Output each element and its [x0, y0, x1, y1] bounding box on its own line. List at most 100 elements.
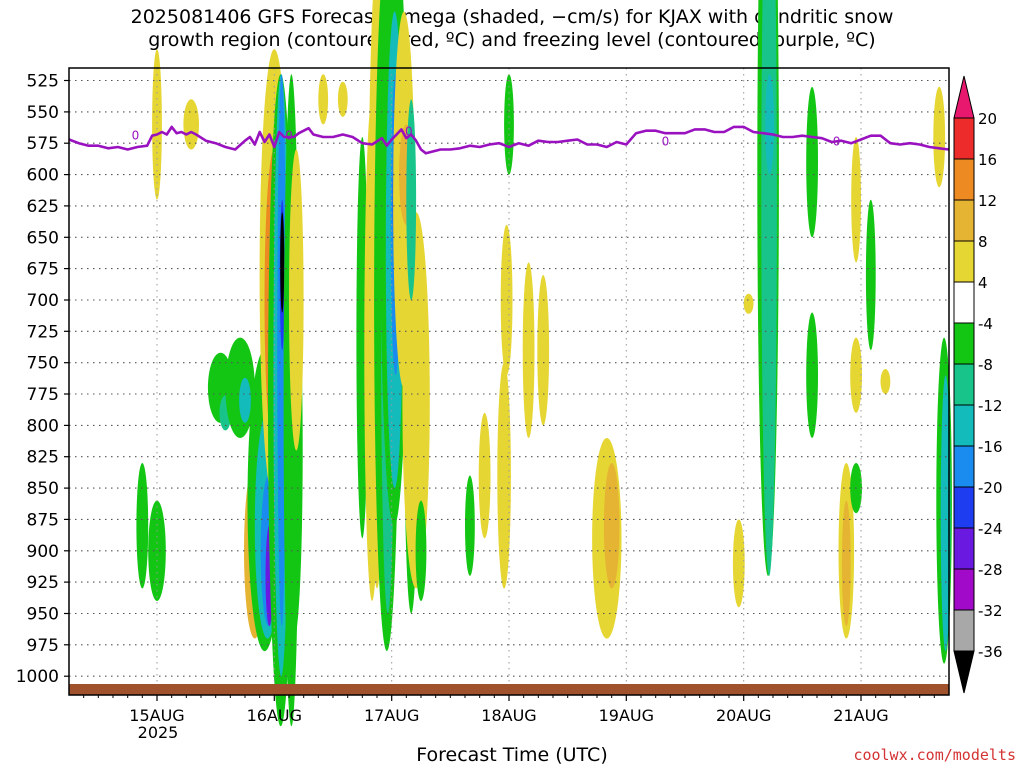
y-tick-label: 900 — [27, 542, 59, 562]
y-tick-label: 975 — [27, 636, 59, 656]
y-tick-label: 925 — [27, 573, 59, 593]
y-tick-label: 525 — [27, 72, 59, 92]
omega-region — [537, 275, 550, 426]
x-axis: 15AUG 16AUG 17AUG 18AUG 19AUG 20AUG 21AUG — [83, 695, 935, 725]
x-tick-label: 20AUG — [716, 706, 771, 725]
x-axis-title: Forecast Time (UTC) — [416, 744, 608, 766]
omega-region — [497, 362, 511, 589]
colorbar-tick-label: 16 — [978, 151, 997, 169]
omega-region — [522, 262, 535, 439]
omega-region — [406, 99, 417, 300]
y-tick-label: 625 — [27, 197, 59, 217]
omega-region — [478, 412, 491, 539]
colorbar-tick-label: -4 — [978, 315, 993, 333]
omega-region — [239, 377, 251, 423]
omega-region — [933, 86, 946, 188]
y-tick-label: 825 — [27, 448, 59, 468]
omega-region — [865, 199, 876, 351]
y-tick-label: 550 — [27, 103, 59, 123]
omega-region — [318, 74, 329, 125]
colorbar: 20 16 12 8 4 -4 -8 -12 -16 -20 -24 -28 -32 -36 — [953, 75, 1003, 694]
freezing-level-label: 0 — [285, 129, 293, 143]
colorbar-bin — [953, 117, 975, 160]
x-tick-label: 15AUG — [129, 706, 184, 725]
omega-region — [136, 463, 149, 589]
x-tick-label: 18AUG — [481, 706, 536, 725]
y-axis: 525 550 575 600 625 650 675 700 725 750 775 800 825 8… — [16, 72, 69, 687]
freezing-level-label: 0 — [132, 129, 140, 143]
colorbar-tick-label: -12 — [978, 397, 1003, 415]
freezing-level-line — [68, 125, 950, 155]
omega-region — [806, 312, 818, 438]
terrain-ground — [69, 684, 949, 695]
omega-region — [152, 49, 162, 200]
colorbar-tick-label: 8 — [978, 233, 988, 251]
omega-region — [603, 463, 620, 589]
colorbar-bin — [953, 281, 975, 324]
omega-region — [841, 500, 851, 626]
y-tick-label: 700 — [27, 291, 59, 311]
colorbar-tick-label: -8 — [978, 356, 993, 374]
colorbar-bin — [953, 609, 975, 652]
colorbar-bottom-arrow — [953, 650, 975, 694]
colorbar-bin — [953, 158, 975, 201]
colorbar-tick-label: 12 — [978, 192, 997, 210]
x-tick-label: 17AUG — [364, 706, 419, 725]
x-tick-label: 19AUG — [599, 706, 654, 725]
year-label: 2025 — [138, 723, 179, 742]
y-tick-label: 675 — [27, 260, 59, 280]
colorbar-tick-label: -36 — [978, 643, 1003, 661]
chart-title-line-1: 2025081406 GFS Forecast Omega (shaded, −… — [130, 6, 894, 28]
omega-region — [402, 212, 430, 589]
colorbar-bin — [953, 527, 975, 570]
freezing-level-labels: 0 0 0 0 0 — [132, 125, 841, 149]
y-tick-label: 750 — [27, 354, 59, 374]
y-tick-label: 575 — [27, 134, 59, 154]
y-tick-label: 775 — [27, 385, 59, 405]
omega-region — [183, 99, 199, 150]
colorbar-bin — [953, 404, 975, 447]
omega-region — [940, 375, 951, 652]
colorbar-tick-label: -20 — [978, 479, 1003, 497]
colorbar-bin — [953, 322, 975, 365]
colorbar-tick-label: -32 — [978, 602, 1003, 620]
omega-region — [289, 149, 304, 451]
y-tick-label: 875 — [27, 510, 59, 530]
x-tick-label: 16AUG — [247, 706, 302, 725]
omega-region — [851, 137, 861, 263]
colorbar-bin — [953, 486, 975, 529]
chart-title-line-2: growth region (contoured, red, ºC) and f… — [148, 29, 876, 51]
colorbar-bin — [953, 199, 975, 242]
omega-region — [806, 86, 818, 238]
source-credit: coolwx.com/modelts — [853, 746, 1016, 764]
colorbar-tick-label: 4 — [978, 274, 988, 292]
x-tick-label: 21AUG — [833, 706, 888, 725]
omega-region — [465, 475, 475, 576]
omega-region — [743, 293, 754, 314]
colorbar-tick-label: -28 — [978, 561, 1003, 579]
omega-region — [500, 224, 513, 376]
colorbar-bin — [953, 568, 975, 611]
omega-region — [504, 74, 514, 175]
omega-region — [148, 500, 166, 601]
freezing-level-label: 0 — [662, 135, 670, 149]
omega-region — [280, 212, 285, 313]
omega-region — [880, 369, 891, 394]
omega-region — [415, 500, 427, 601]
y-tick-label: 850 — [27, 479, 59, 499]
colorbar-tick-label: 20 — [978, 110, 997, 128]
y-tick-label: 650 — [27, 228, 59, 248]
y-tick-label: 950 — [27, 605, 59, 625]
y-tick-label: 800 — [27, 416, 59, 436]
y-tick-label: 725 — [27, 322, 59, 342]
y-tick-label: 600 — [27, 166, 59, 186]
omega-region — [337, 81, 348, 117]
omega-region — [850, 337, 862, 413]
colorbar-bin — [953, 445, 975, 488]
colorbar-bin — [953, 240, 975, 283]
colorbar-bin — [953, 363, 975, 406]
colorbar-tick-label: -16 — [978, 438, 1003, 456]
omega-region — [732, 519, 745, 608]
chart-title: 2025081406 GFS Forecast Omega (shaded, −… — [0, 6, 1024, 52]
